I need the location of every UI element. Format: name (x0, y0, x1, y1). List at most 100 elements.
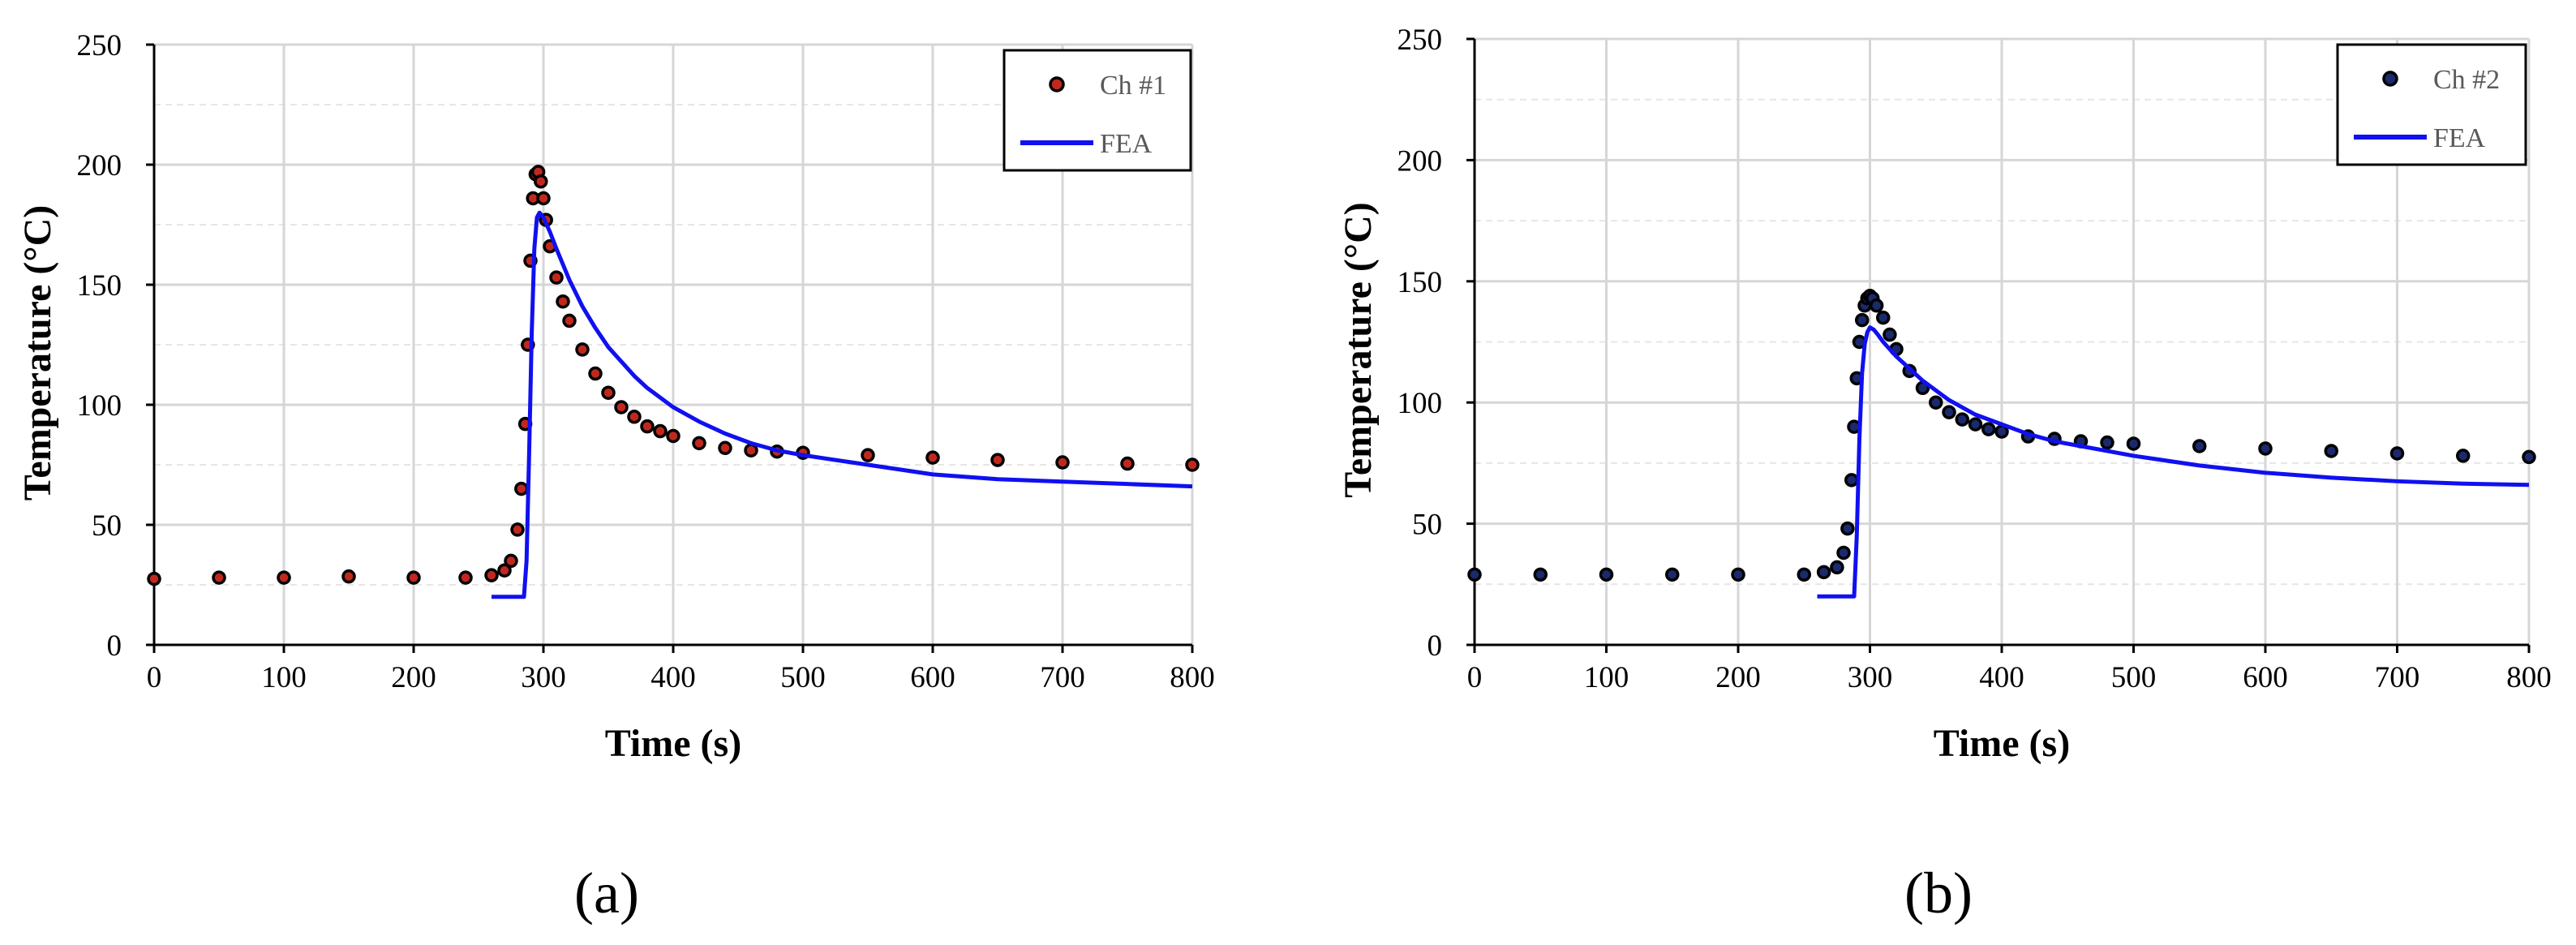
data-point (1185, 457, 1200, 472)
data-point (484, 568, 499, 582)
x-tick-label: 0 (1467, 661, 1483, 694)
data-point (2456, 449, 2471, 463)
data-point (212, 570, 226, 585)
data-point (666, 428, 680, 444)
data-point (1869, 298, 1884, 313)
y-tick-label: 150 (77, 269, 122, 303)
data-point (341, 569, 356, 584)
data-point (692, 436, 706, 451)
data-point (1599, 567, 1614, 582)
y-tick-label: 50 (92, 509, 122, 543)
data-point (1731, 567, 1745, 582)
data-point (504, 553, 518, 569)
data-point (556, 294, 570, 309)
data-point (1840, 521, 1855, 536)
data-point (1844, 473, 1859, 488)
data-point (653, 423, 668, 439)
data-point (2324, 444, 2338, 458)
y-axis-title: Temperature (°C) (16, 205, 59, 500)
data-point (549, 270, 564, 285)
data-point (2126, 436, 2141, 451)
data-point (1955, 412, 1969, 427)
x-tick-label: 200 (391, 661, 436, 694)
legend-box (2336, 43, 2527, 166)
x-tick-label: 600 (2243, 661, 2288, 694)
data-point (1876, 310, 1891, 325)
y-tick-label: 50 (1412, 509, 1442, 542)
y-axis-title: Temperature (°C) (1337, 202, 1380, 497)
x-tick-label: 100 (261, 661, 307, 694)
data-point (1836, 545, 1851, 561)
x-tick-label: 700 (2375, 661, 2420, 694)
data-point (614, 400, 629, 415)
x-tick-label: 0 (147, 661, 162, 694)
y-tick-label: 0 (107, 629, 122, 663)
x-tick-label: 500 (780, 661, 826, 694)
data-point (514, 481, 529, 496)
data-point (510, 522, 525, 537)
x-tick-label: 800 (2506, 661, 2552, 694)
data-point (2100, 435, 2114, 450)
y-tick-label: 200 (1397, 144, 1443, 178)
data-point (1883, 327, 1897, 342)
x-axis-title: Time (s) (1934, 722, 2070, 765)
y-tick-label: 100 (77, 389, 122, 423)
legend-box (1002, 49, 1192, 172)
data-point (1665, 567, 1680, 582)
data-point (2522, 449, 2536, 465)
chart-panel-b: 0 50 100 150 200 250 0 100 200 300 400 500 600 700 800… (1337, 24, 2552, 926)
y-tick-label: 250 (1397, 24, 1443, 57)
data-point (861, 448, 875, 462)
data-point (1797, 567, 1811, 582)
chart-panel-a: 0 50 100 150 200 250 0 100 200 300 400 500 600 700 800… (16, 29, 1215, 926)
data-point (1816, 565, 1831, 580)
data-point (406, 570, 421, 585)
x-tick-label: 700 (1040, 661, 1085, 694)
x-tick-label: 100 (1584, 661, 1629, 694)
legend-label: Ch #2 (2433, 65, 2500, 95)
data-point (1467, 567, 1482, 582)
x-tick-label: 800 (1170, 661, 1215, 694)
data-point (497, 563, 512, 578)
data-point (536, 191, 551, 206)
panel-label: (b) (1904, 861, 1973, 926)
data-point (2258, 441, 2273, 456)
legend: Ch #1 FEA (1002, 49, 1192, 172)
data-point (601, 385, 616, 400)
data-point (1968, 417, 1983, 432)
data-point (1855, 312, 1870, 328)
data-point (1981, 422, 1996, 436)
data-point (588, 366, 603, 381)
data-point (744, 443, 758, 457)
y-tick-label: 150 (1397, 266, 1443, 299)
x-tick-label: 200 (1715, 661, 1761, 694)
data-point (627, 410, 642, 424)
x-tick-label: 300 (1848, 661, 1893, 694)
x-tick-label: 400 (650, 661, 696, 694)
fea-line (1817, 325, 2530, 599)
data-point (458, 570, 473, 585)
data-point (277, 570, 291, 585)
data-point (2192, 439, 2207, 453)
x-tick-label: 500 (2111, 661, 2157, 694)
x-axis-title: Time (s) (605, 722, 741, 765)
data-point (640, 419, 655, 434)
data-point (534, 174, 548, 189)
y-tick-label: 250 (77, 29, 122, 62)
data-point (925, 450, 940, 465)
data-point (1942, 405, 1956, 419)
fea-line (492, 210, 1193, 599)
panel-label: (a) (574, 861, 639, 926)
data-point (1533, 567, 1548, 582)
y-tick-label: 200 (77, 149, 122, 183)
legend: Ch #2 FEA (2336, 43, 2527, 166)
legend-swatch-marker (2382, 71, 2398, 87)
x-tick-label: 300 (521, 661, 566, 694)
legend-label: FEA (1100, 129, 1153, 159)
x-tick-label: 600 (910, 661, 955, 694)
data-point (1120, 456, 1135, 471)
data-point (575, 342, 590, 357)
data-point (1929, 395, 1943, 410)
legend-swatch-marker (1049, 76, 1065, 92)
